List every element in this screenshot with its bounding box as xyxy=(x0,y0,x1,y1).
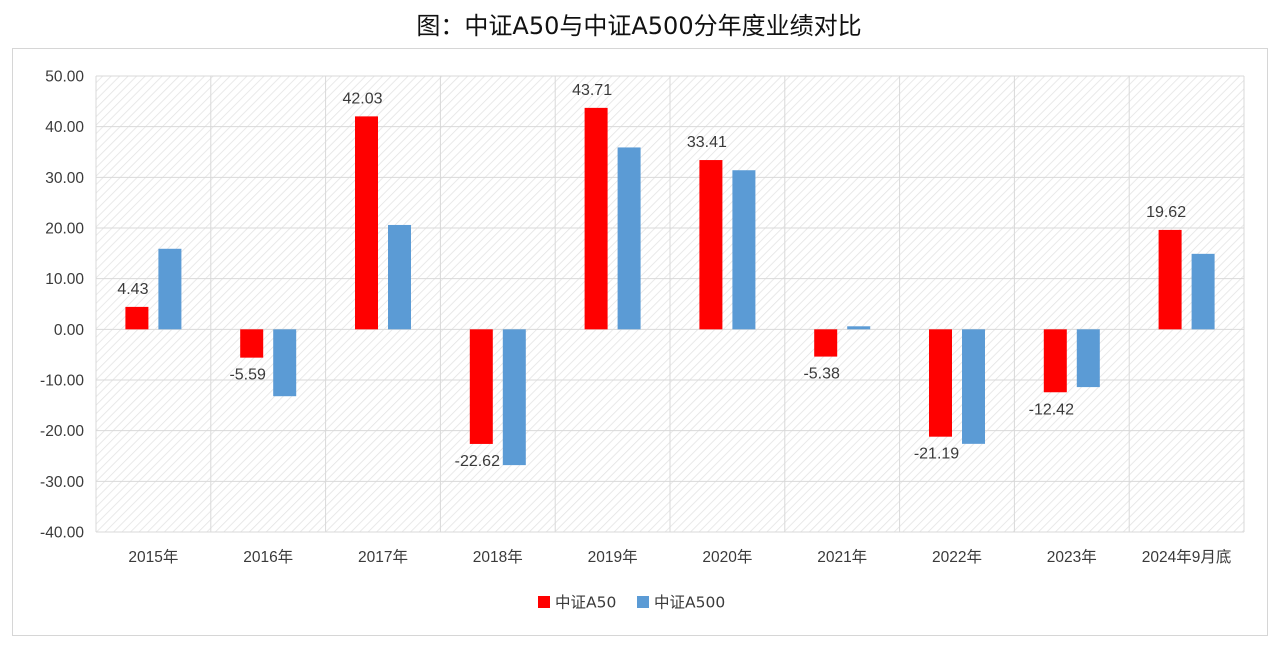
y-tick-label: 30.00 xyxy=(45,170,84,187)
bar xyxy=(125,306,149,330)
bar xyxy=(158,248,182,330)
y-tick-label: -40.00 xyxy=(40,525,84,542)
bars xyxy=(125,107,1215,466)
bar xyxy=(388,224,411,330)
bar xyxy=(1076,329,1100,388)
x-tick-label: 2018年 xyxy=(473,548,523,566)
bar xyxy=(929,329,952,437)
bar xyxy=(1043,329,1067,393)
legend: 中证A50 中证A500 xyxy=(538,594,725,612)
y-tick-label: -30.00 xyxy=(40,474,84,491)
y-axis: 50.00 40.00 30.00 20.00 10.00 0.00 -10.00 -20.0… xyxy=(40,69,84,542)
bar xyxy=(1191,253,1215,330)
bar xyxy=(732,170,756,330)
data-label: -21.19 xyxy=(914,446,959,463)
data-label: 33.41 xyxy=(687,134,727,151)
bar xyxy=(847,326,871,330)
data-label: -5.38 xyxy=(803,366,840,383)
x-tick-label: 2017年 xyxy=(358,548,408,566)
x-tick-label: 2022年 xyxy=(932,548,982,566)
y-tick-label: -20.00 xyxy=(40,423,84,440)
x-tick-label: 2021年 xyxy=(817,548,867,566)
bar xyxy=(962,329,985,444)
legend-swatch xyxy=(538,596,550,608)
y-tick-label: -10.00 xyxy=(40,373,84,390)
y-tick-label: 20.00 xyxy=(45,221,84,238)
bar xyxy=(584,107,608,330)
bar xyxy=(617,147,641,330)
x-tick-label: 2015年 xyxy=(128,548,178,566)
data-label: 4.43 xyxy=(117,281,148,298)
data-label: -12.42 xyxy=(1029,401,1074,418)
bar xyxy=(240,329,264,358)
x-tick-label: 2024年9月底 xyxy=(1142,548,1232,566)
bar xyxy=(469,329,493,444)
legend-swatch xyxy=(637,596,649,608)
x-tick-label: 2019年 xyxy=(588,548,638,566)
data-label: 43.71 xyxy=(572,82,612,99)
chart-title: 图：中证A50与中证A500分年度业绩对比 xyxy=(416,12,862,40)
y-tick-label: 0.00 xyxy=(54,322,85,339)
legend-label: 中证A500 xyxy=(654,594,725,612)
bar xyxy=(355,116,378,330)
bar xyxy=(814,329,838,357)
bar xyxy=(699,160,723,330)
y-tick-label: 50.00 xyxy=(45,69,84,86)
data-label: 42.03 xyxy=(342,90,382,107)
x-tick-label: 2020年 xyxy=(702,548,752,566)
y-tick-label: 40.00 xyxy=(45,119,84,136)
bar xyxy=(273,329,297,397)
data-label: -22.62 xyxy=(455,453,500,470)
data-label: -5.59 xyxy=(229,367,266,384)
x-tick-label: 2023年 xyxy=(1047,548,1097,566)
x-tick-label: 2016年 xyxy=(243,548,293,566)
bar xyxy=(502,329,526,466)
legend-label: 中证A50 xyxy=(555,594,616,612)
data-labels: 4.43 -5.59 42.03 -22.62 43.71 33.41 -5.38 -21.1… xyxy=(117,82,1186,470)
data-label: 19.62 xyxy=(1146,204,1186,221)
y-tick-label: 10.00 xyxy=(45,271,84,288)
x-axis: 2015年 2016年 2017年 2018年 2019年 2020年 2021年 2022年… xyxy=(128,548,1231,566)
bar xyxy=(1158,229,1182,330)
